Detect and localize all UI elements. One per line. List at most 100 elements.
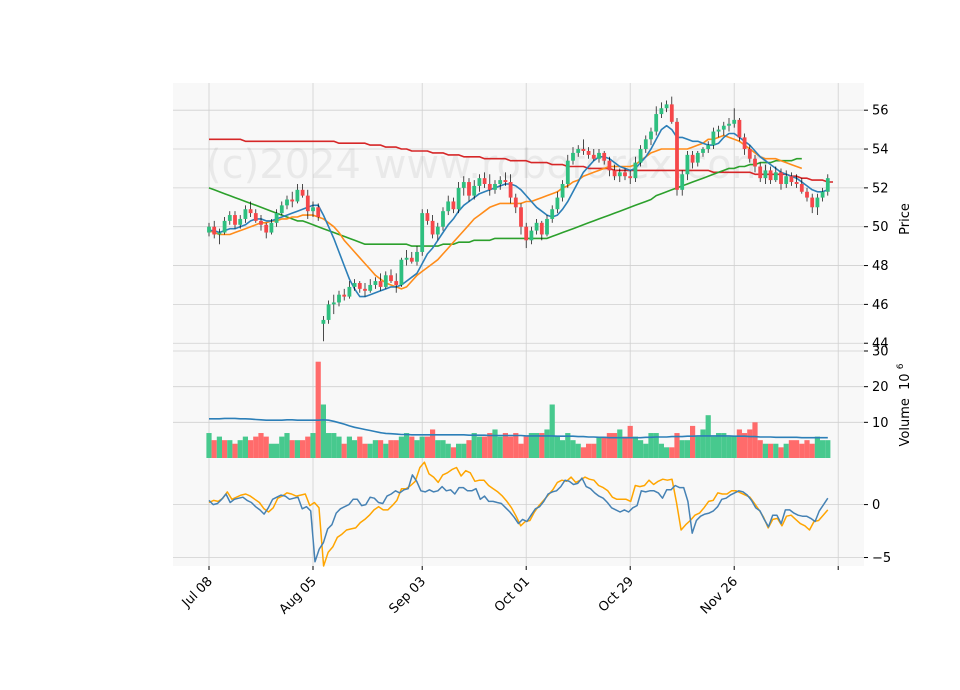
volume-bar	[544, 429, 550, 458]
volume-bar	[471, 433, 477, 458]
candle-body	[451, 201, 456, 210]
volume-bar	[253, 436, 259, 458]
volume-bar	[809, 443, 815, 458]
candle-body	[389, 275, 393, 282]
candle-body	[810, 197, 815, 208]
candle-body	[477, 178, 482, 186]
candle-body	[519, 207, 523, 227]
volume-bar	[310, 433, 316, 458]
candle-body	[617, 172, 622, 177]
volume-bar	[456, 443, 462, 458]
candle-body	[815, 197, 820, 208]
volume-axis: 10 20 30	[864, 345, 889, 431]
candle-body	[300, 189, 305, 196]
candle-body	[337, 294, 341, 303]
volume-bar	[632, 436, 638, 458]
candle-body	[264, 224, 269, 233]
price-panel: (c)2024 www.roboforex.com 44464850525456…	[173, 83, 913, 352]
volume-bar	[586, 443, 592, 458]
volume-bar	[352, 440, 358, 458]
candle-body	[446, 201, 451, 212]
volume-bar	[674, 433, 680, 458]
candle-body	[799, 183, 804, 192]
volume-bar	[716, 433, 722, 458]
candle-body	[373, 281, 378, 285]
candle-body	[659, 108, 664, 115]
candle-body	[628, 176, 633, 179]
candle-body	[212, 226, 217, 235]
candle-body	[378, 281, 383, 287]
volume-bar	[435, 440, 441, 458]
candle-body	[576, 149, 581, 153]
candle-body	[591, 154, 596, 159]
y-tick-label: 50	[872, 220, 889, 235]
volume-bar	[502, 433, 508, 458]
volume-moving-average	[209, 417, 828, 439]
volume-bar	[513, 433, 519, 458]
volume-bar	[341, 443, 347, 458]
volume-bar	[664, 447, 670, 458]
candle-body	[675, 121, 679, 190]
candle-body	[779, 172, 783, 184]
candle-body	[259, 220, 263, 225]
volume-bar	[554, 436, 560, 458]
x-tick-label: Aug 05	[277, 574, 320, 617]
candle-body	[758, 166, 763, 179]
x-tick-label: Oct 01	[492, 574, 533, 615]
candle-body	[238, 218, 243, 225]
candle-body	[321, 319, 326, 324]
candle-body	[409, 257, 414, 262]
candle-body	[581, 149, 586, 151]
oscillator-grid	[173, 458, 864, 566]
candle-body	[571, 152, 575, 161]
candle-body	[399, 259, 404, 285]
candle-body	[524, 226, 529, 241]
candle-body	[602, 152, 607, 161]
candle-body	[586, 150, 591, 155]
candle-body	[633, 162, 638, 179]
volume-bar	[726, 436, 732, 458]
candle-body	[597, 152, 601, 159]
x-tick-label: Nov 26	[698, 574, 741, 617]
candle-body	[347, 286, 352, 297]
y-tick-label: 46	[872, 298, 889, 313]
volume-bar	[658, 443, 664, 458]
volume-bar	[690, 425, 696, 458]
volume-bar	[757, 440, 763, 458]
candle-body	[727, 123, 731, 126]
candle-body	[357, 283, 362, 289]
volume-bar	[684, 440, 690, 458]
candle-body	[425, 213, 430, 221]
y-tick-label: 52	[872, 181, 889, 196]
volume-bar	[700, 429, 706, 458]
volume-bar	[274, 443, 280, 458]
oscillator-panel: −5 0	[173, 458, 891, 567]
volume-bar	[409, 436, 415, 458]
volume-bar	[580, 447, 586, 458]
y-tick-label: 54	[872, 143, 889, 158]
candle-body	[612, 170, 617, 177]
volume-bar	[643, 443, 649, 458]
volume-bar	[450, 447, 456, 458]
candle-body	[305, 195, 310, 212]
y-tick-label: 56	[872, 104, 889, 119]
volume-bar	[508, 436, 514, 458]
volume-bar	[305, 436, 311, 458]
volume-bar	[300, 440, 306, 458]
candle-body	[482, 178, 487, 184]
volume-bar	[820, 440, 826, 458]
volume-bar	[596, 436, 602, 458]
candle-body	[825, 178, 830, 192]
volume-bar	[528, 433, 534, 458]
y-tick-label: 30	[872, 345, 889, 360]
x-tick-label: Jul 08	[179, 574, 216, 611]
volume-bar	[346, 436, 352, 458]
candle-body	[669, 104, 674, 122]
volume-bar	[814, 436, 820, 458]
volume-ma-line	[209, 417, 828, 439]
volume-bar	[804, 440, 810, 458]
volume-bar	[331, 433, 337, 458]
candle-body	[701, 149, 705, 153]
candle-body	[217, 232, 222, 235]
